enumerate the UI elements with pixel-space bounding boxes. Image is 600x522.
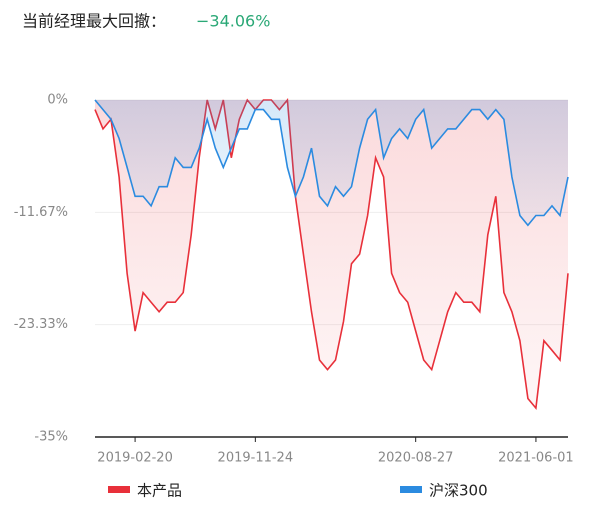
y-tick-label: -23.33% [14,317,68,332]
x-tick-label: 2020-08-27 [378,451,454,466]
drawdown-line [94,97,569,411]
legend-label: 沪深300 [429,482,488,500]
x-tick-label: 2021-06-01 [498,451,574,466]
max-drawdown: −34.06% [196,12,270,31]
legend-swatch [108,486,130,493]
legend-label: 本产品 [137,482,182,500]
x-tick-label: 2019-02-20 [97,451,173,466]
drawdown-line [94,99,569,227]
y-tick-label: 0% [47,93,68,108]
drawdown-area [95,100,568,409]
chart-title: 当前经理最大回撤： [22,12,166,31]
y-tick-label: -11.67% [14,205,68,220]
y-tick-label: -35% [34,430,68,445]
drawdown-area [95,100,568,226]
x-tick-label: 2019-11-24 [218,451,294,466]
legend-swatch [400,486,422,493]
